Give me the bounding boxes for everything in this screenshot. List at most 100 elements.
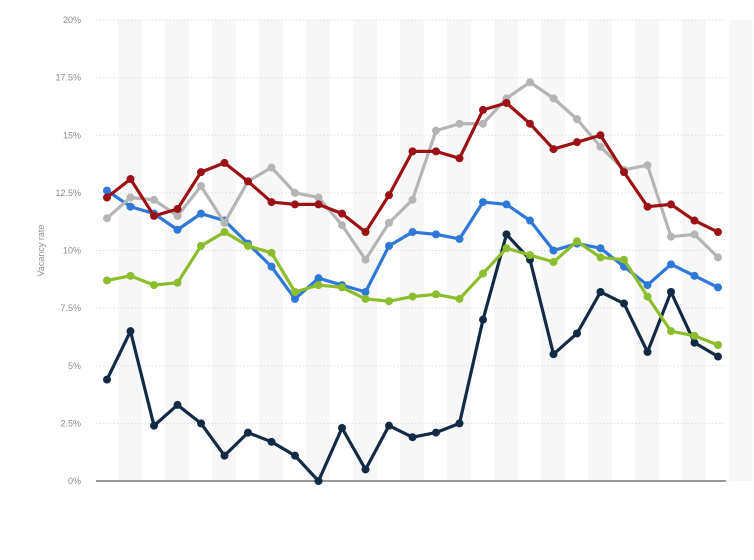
data-point[interactable] — [690, 331, 699, 340]
data-point[interactable] — [291, 451, 299, 460]
data-point[interactable] — [479, 198, 487, 207]
data-point[interactable] — [643, 347, 652, 356]
data-point[interactable] — [432, 290, 440, 299]
data-point[interactable] — [455, 294, 464, 303]
data-point[interactable] — [244, 177, 252, 186]
data-point[interactable] — [385, 297, 393, 306]
data-point[interactable] — [432, 428, 440, 437]
data-point[interactable] — [596, 142, 605, 151]
data-point[interactable] — [455, 419, 464, 428]
data-point[interactable] — [126, 327, 135, 336]
data-point[interactable] — [667, 260, 675, 269]
data-point[interactable] — [502, 230, 511, 239]
data-point[interactable] — [150, 421, 158, 430]
data-point[interactable] — [667, 327, 675, 336]
data-point[interactable] — [103, 193, 111, 202]
data-point[interactable] — [338, 209, 346, 218]
data-point[interactable] — [126, 202, 135, 211]
data-point[interactable] — [620, 255, 628, 264]
data-point[interactable] — [526, 78, 534, 87]
data-point[interactable] — [267, 198, 276, 207]
data-point[interactable] — [526, 251, 534, 260]
data-point[interactable] — [690, 230, 699, 239]
data-point[interactable] — [714, 228, 722, 237]
data-point[interactable] — [197, 241, 205, 250]
data-point[interactable] — [479, 315, 487, 324]
data-point[interactable] — [573, 237, 581, 246]
data-point[interactable] — [314, 281, 323, 290]
data-point[interactable] — [596, 287, 605, 296]
data-point[interactable] — [714, 352, 722, 361]
data-point[interactable] — [573, 115, 581, 124]
data-point[interactable] — [197, 168, 205, 177]
data-point[interactable] — [103, 276, 111, 285]
data-point[interactable] — [291, 287, 299, 296]
data-point[interactable] — [643, 281, 652, 290]
data-point[interactable] — [150, 195, 158, 204]
data-point[interactable] — [455, 234, 464, 243]
data-point[interactable] — [103, 186, 111, 195]
data-point[interactable] — [314, 200, 323, 209]
data-point[interactable] — [714, 341, 722, 350]
data-point[interactable] — [479, 269, 487, 278]
data-point[interactable] — [667, 200, 675, 209]
data-point[interactable] — [643, 161, 652, 170]
data-point[interactable] — [150, 211, 158, 220]
data-point[interactable] — [314, 477, 323, 485]
data-point[interactable] — [173, 205, 182, 214]
data-point[interactable] — [385, 241, 393, 250]
data-point[interactable] — [385, 218, 393, 227]
data-point[interactable] — [338, 423, 346, 432]
data-point[interactable] — [690, 338, 699, 347]
data-point[interactable] — [667, 287, 675, 296]
data-point[interactable] — [267, 163, 276, 172]
data-point[interactable] — [220, 228, 229, 237]
data-point[interactable] — [291, 200, 299, 209]
data-point[interactable] — [267, 437, 276, 446]
data-point[interactable] — [173, 400, 182, 409]
data-point[interactable] — [361, 228, 370, 237]
data-point[interactable] — [220, 451, 229, 460]
data-point[interactable] — [455, 154, 464, 163]
data-point[interactable] — [150, 281, 158, 290]
data-point[interactable] — [126, 193, 135, 202]
data-point[interactable] — [573, 329, 581, 338]
data-point[interactable] — [408, 433, 417, 442]
data-point[interactable] — [244, 241, 252, 250]
data-point[interactable] — [714, 283, 722, 292]
data-point[interactable] — [643, 202, 652, 211]
data-point[interactable] — [549, 350, 558, 359]
data-point[interactable] — [220, 218, 229, 227]
data-point[interactable] — [596, 131, 605, 140]
data-point[interactable] — [197, 419, 205, 428]
data-point[interactable] — [526, 216, 534, 225]
data-point[interactable] — [338, 221, 346, 230]
data-point[interactable] — [596, 253, 605, 262]
data-point[interactable] — [197, 209, 205, 218]
data-point[interactable] — [408, 228, 417, 237]
data-point[interactable] — [361, 294, 370, 303]
data-point[interactable] — [667, 232, 675, 241]
data-point[interactable] — [690, 271, 699, 280]
data-point[interactable] — [479, 105, 487, 114]
data-point[interactable] — [173, 211, 182, 220]
data-point[interactable] — [361, 465, 370, 474]
data-point[interactable] — [385, 191, 393, 200]
data-point[interactable] — [244, 428, 252, 437]
data-point[interactable] — [502, 98, 511, 107]
data-point[interactable] — [620, 299, 628, 308]
data-point[interactable] — [408, 195, 417, 204]
data-point[interactable] — [432, 147, 440, 156]
data-point[interactable] — [479, 119, 487, 128]
data-point[interactable] — [385, 421, 393, 430]
data-point[interactable] — [549, 258, 558, 267]
data-point[interactable] — [314, 193, 323, 202]
data-point[interactable] — [502, 244, 511, 253]
data-point[interactable] — [173, 225, 182, 234]
data-point[interactable] — [267, 248, 276, 257]
data-point[interactable] — [408, 292, 417, 301]
data-point[interactable] — [126, 271, 135, 280]
data-point[interactable] — [549, 145, 558, 154]
data-point[interactable] — [220, 158, 229, 167]
data-point[interactable] — [126, 175, 135, 184]
